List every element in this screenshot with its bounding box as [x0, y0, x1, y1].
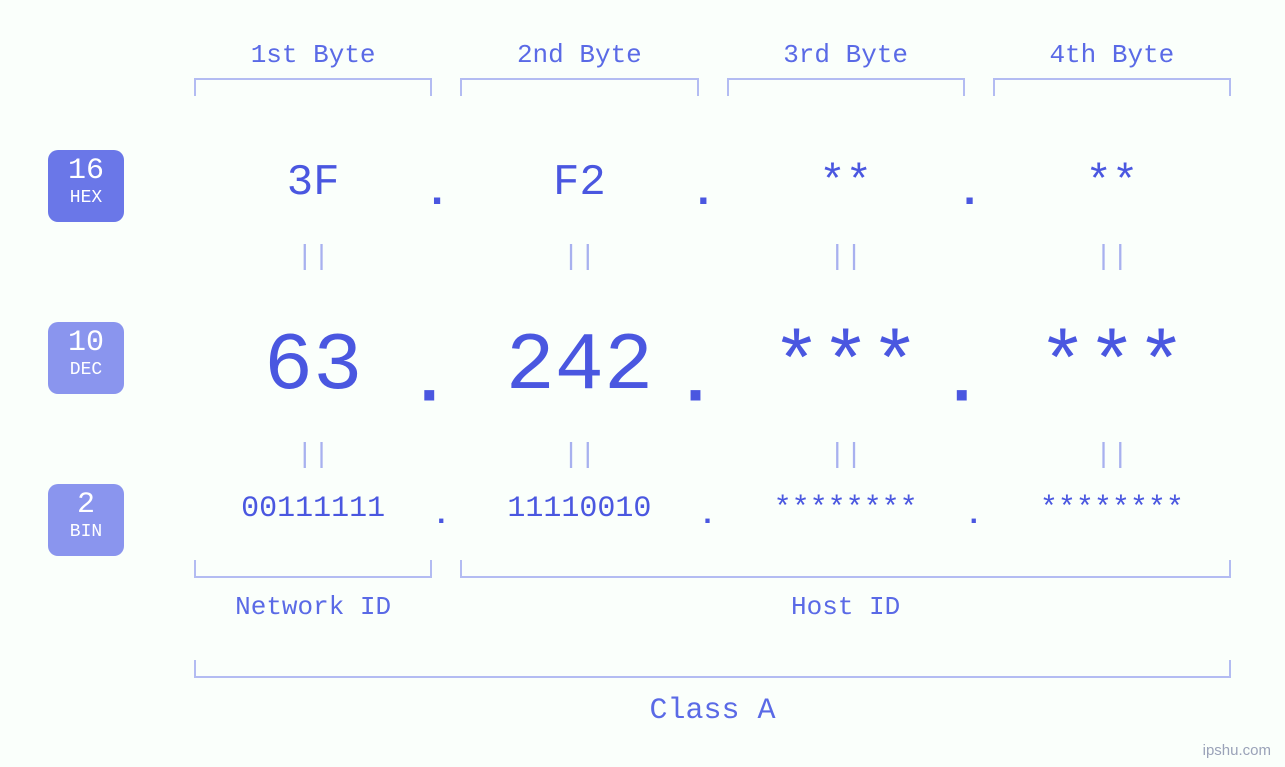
separator-dot: . — [674, 343, 716, 422]
id-section: Network ID Host ID — [180, 560, 1245, 622]
hex-value: 3F — [287, 158, 340, 208]
dec-byte-4: *** — [979, 320, 1245, 413]
network-id-col: Network ID — [180, 560, 446, 622]
separator-dot: . — [941, 343, 983, 422]
bin-byte-3: ********. — [713, 492, 979, 526]
bracket-bottom — [194, 660, 1231, 678]
equals-sign: || — [180, 242, 446, 273]
bracket-top — [460, 78, 698, 96]
dec-value: 63 — [264, 320, 362, 413]
network-id-label: Network ID — [180, 592, 446, 622]
hex-value: ** — [819, 158, 872, 208]
byte-header-3: 3rd Byte — [713, 40, 979, 96]
bin-row: 00111111. 11110010. ********. ******** — [180, 492, 1245, 526]
equals-sign: || — [979, 242, 1245, 273]
equals-sign: || — [446, 440, 712, 471]
bin-value: ******** — [1040, 492, 1184, 526]
equals-row-hex-dec: || || || || — [180, 242, 1245, 273]
dec-value: *** — [1038, 320, 1186, 413]
bracket-top — [727, 78, 965, 96]
badge-num: 10 — [48, 328, 124, 358]
badge-name: BIN — [48, 522, 124, 542]
hex-value: F2 — [553, 158, 606, 208]
class-section: Class A — [180, 660, 1245, 728]
badge-name: DEC — [48, 360, 124, 380]
dec-byte-3: ***. — [713, 320, 979, 413]
badge-dec: 10 DEC — [48, 322, 124, 394]
host-id-col: Host ID — [446, 560, 1245, 622]
byte-header-1: 1st Byte — [180, 40, 446, 96]
badge-name: HEX — [48, 188, 124, 208]
byte-headers: 1st Byte 2nd Byte 3rd Byte 4th Byte — [180, 40, 1245, 96]
separator-dot: . — [408, 343, 450, 422]
badge-num: 16 — [48, 156, 124, 186]
equals-sign: || — [713, 242, 979, 273]
bracket-top — [194, 78, 432, 96]
hex-row: 3F. F2. **. ** — [180, 158, 1245, 208]
byte-header-2: 2nd Byte — [446, 40, 712, 96]
badge-num: 2 — [48, 490, 124, 520]
dec-byte-1: 63. — [180, 320, 446, 413]
byte-label: 1st Byte — [180, 40, 446, 70]
byte-header-4: 4th Byte — [979, 40, 1245, 96]
hex-byte-4: ** — [979, 158, 1245, 208]
byte-label: 2nd Byte — [446, 40, 712, 70]
host-id-label: Host ID — [446, 592, 1245, 622]
bracket-top — [993, 78, 1231, 96]
badge-hex: 16 HEX — [48, 150, 124, 222]
hex-byte-3: **. — [713, 158, 979, 208]
byte-label: 3rd Byte — [713, 40, 979, 70]
equals-sign: || — [180, 440, 446, 471]
hex-value: ** — [1085, 158, 1138, 208]
hex-byte-2: F2. — [446, 158, 712, 208]
equals-row-dec-bin: || || || || — [180, 440, 1245, 471]
dec-value: 242 — [506, 320, 654, 413]
equals-sign: || — [713, 440, 979, 471]
byte-label: 4th Byte — [979, 40, 1245, 70]
class-label: Class A — [180, 694, 1245, 728]
dec-value: *** — [772, 320, 920, 413]
bracket-bottom — [460, 560, 1231, 578]
bin-byte-1: 00111111. — [180, 492, 446, 526]
dec-byte-2: 242. — [446, 320, 712, 413]
bracket-bottom — [194, 560, 432, 578]
bin-byte-4: ******** — [979, 492, 1245, 526]
bin-value: 00111111 — [241, 492, 385, 526]
bin-value: ******** — [774, 492, 918, 526]
equals-sign: || — [446, 242, 712, 273]
bin-value: 11110010 — [507, 492, 651, 526]
hex-byte-1: 3F. — [180, 158, 446, 208]
badge-bin: 2 BIN — [48, 484, 124, 556]
watermark: ipshu.com — [1203, 742, 1271, 759]
dec-row: 63. 242. ***. *** — [180, 320, 1245, 413]
bin-byte-2: 11110010. — [446, 492, 712, 526]
equals-sign: || — [979, 440, 1245, 471]
